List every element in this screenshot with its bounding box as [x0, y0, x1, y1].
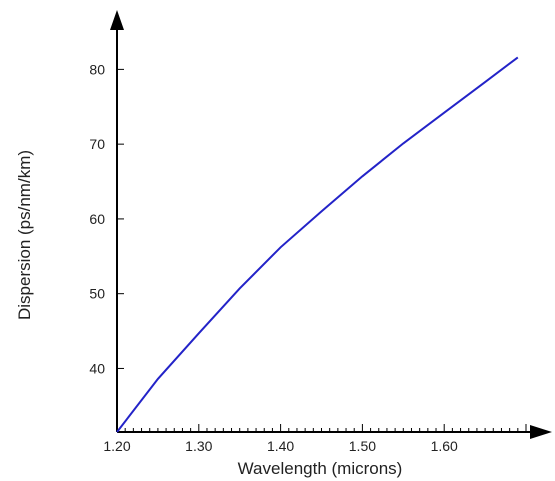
y-axis-title: Dispersion (ps/nm/km): [15, 150, 34, 320]
x-tick-label: 1.50: [349, 438, 376, 454]
y-tick-label: 50: [89, 286, 105, 302]
y-tick-label: 70: [89, 136, 105, 152]
x-axis-ticks: 1.20 1.30 1.40 1.50 1.60: [103, 424, 527, 454]
x-axis-title: Wavelength (microns): [238, 459, 403, 478]
y-axis-arrowhead: [110, 10, 124, 30]
y-tick-label: 60: [89, 211, 105, 227]
x-tick-label: 1.30: [185, 438, 212, 454]
y-tick-label: 40: [89, 360, 105, 376]
x-tick-label: 1.20: [103, 438, 130, 454]
y-tick-label: 80: [89, 61, 105, 77]
x-tick-label: 1.60: [431, 438, 458, 454]
dispersion-curve: [116, 56, 519, 433]
x-tick-label: 1.40: [267, 438, 294, 454]
y-axis-ticks: 40 50 60 70 80: [89, 61, 124, 376]
x-axis-arrowhead: [530, 425, 552, 439]
